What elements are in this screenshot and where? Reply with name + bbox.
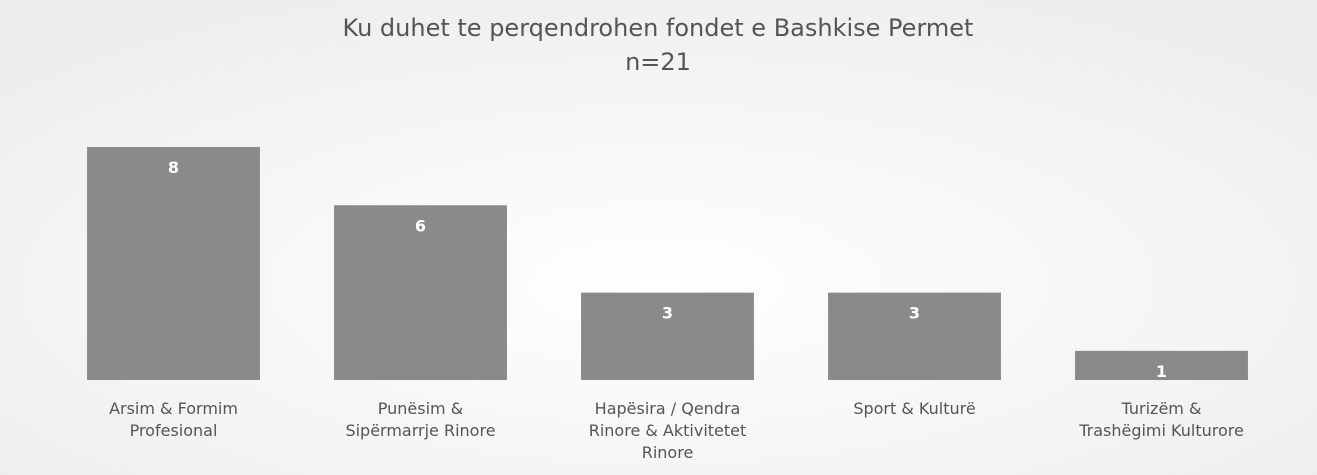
data-label: 6 [415,216,426,235]
data-label: 1 [1156,362,1167,381]
x-tick-label: Arsim & Formim Profesional [109,399,238,440]
x-tick-label: Sport & Kulturë [853,399,976,418]
x-tick-label: Hapësira / Qendra Rinore & Aktivitetet R… [588,399,747,462]
data-label: 8 [168,158,179,177]
chart-title: Ku duhet te perqendrohen fondet e Bashki… [343,14,974,42]
bar [581,292,754,380]
data-label: 3 [909,304,920,323]
bar [1075,350,1248,380]
chart-subtitle: n=21 [625,48,691,76]
bar [87,147,260,380]
x-tick-label: Punësim & Sipërmarrje Rinore [345,399,496,440]
data-label: 3 [662,304,673,323]
x-tick-label: Turizëm & Trashëgimi Kulturore [1079,399,1244,440]
bar [828,292,1001,380]
bar [334,205,507,380]
